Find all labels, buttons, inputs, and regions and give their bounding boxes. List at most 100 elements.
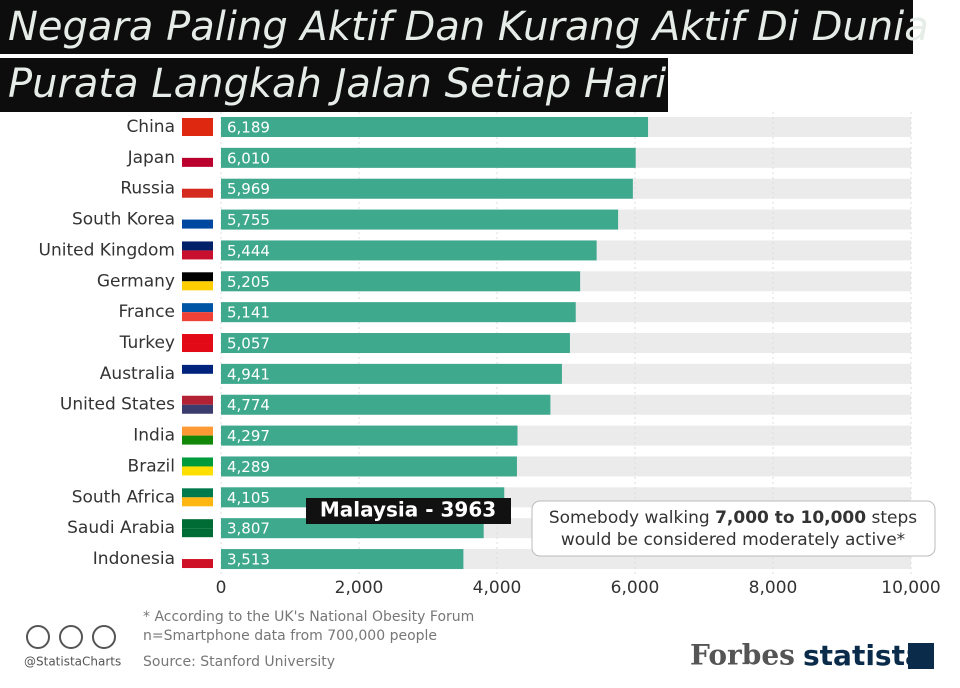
value-label: 3,807 (227, 520, 270, 538)
flag (182, 118, 213, 127)
value-label: 3,513 (227, 551, 270, 569)
value-label: 5,969 (227, 180, 270, 198)
value-label: 5,205 (227, 273, 270, 291)
flag (182, 343, 213, 353)
x-tick-label: 0 (216, 578, 227, 598)
value-label: 4,289 (227, 458, 270, 476)
chart-subtitle: Purata Langkah Jalan Setiap Hari (8, 61, 666, 107)
bar (221, 147, 636, 168)
flag (182, 219, 213, 229)
bar (221, 333, 570, 354)
bar (221, 178, 633, 199)
x-tick-label: 2,000 (335, 578, 384, 598)
flag (182, 272, 213, 282)
flag (182, 157, 213, 167)
flag (182, 528, 213, 538)
value-label: 4,105 (227, 489, 270, 507)
flag (182, 373, 213, 383)
note: Somebody walking 7,000 to 10,000 steps (549, 508, 917, 528)
bar (221, 425, 518, 446)
flag (182, 241, 213, 251)
y-tick-label: Saudi Arabia (67, 518, 175, 538)
value-label: 6,010 (227, 149, 270, 167)
flag (182, 404, 213, 414)
note-text: Somebody walking (549, 508, 715, 528)
x-tick-label: 8,000 (749, 578, 798, 598)
bar (221, 363, 562, 384)
flag (182, 457, 213, 467)
flag (182, 188, 213, 198)
y-tick-label: China (126, 117, 175, 137)
chart-title: Negara Paling Aktif Dan Kurang Aktif Di … (8, 4, 929, 50)
flag (182, 426, 213, 436)
bar (221, 117, 649, 137)
annotation-box (306, 498, 511, 524)
y-tick-label: United States (60, 395, 175, 415)
flag (182, 334, 213, 344)
value-label: 5,444 (227, 242, 270, 260)
x-tick-label: 10,000 (881, 578, 940, 598)
license-icons (26, 625, 116, 649)
source: Source: Stanford University (143, 654, 335, 670)
note-text: steps (866, 508, 917, 528)
flag (182, 559, 213, 569)
note-bold: 7,000 to 10,000 (715, 508, 866, 528)
y-tick-label: South Africa (72, 487, 175, 507)
bar (221, 240, 597, 261)
note-box (531, 500, 936, 557)
flag (182, 303, 213, 313)
bar (221, 549, 464, 570)
flag (182, 127, 213, 136)
handle: @StatistaCharts (24, 655, 121, 669)
flag (182, 179, 213, 189)
bar (221, 302, 576, 323)
y-tick-label: Australia (100, 364, 175, 384)
bar (221, 271, 581, 292)
value-label: 4,297 (227, 427, 270, 445)
value-label: 5,057 (227, 335, 270, 353)
note-line2: would be considered moderately active* (561, 530, 905, 550)
y-tick-label: Japan (127, 148, 175, 168)
flag (182, 364, 213, 374)
y-tick-label: United Kingdom (39, 240, 175, 260)
brand-logo (908, 643, 934, 669)
flag (182, 550, 213, 560)
x-tick-label: 6,000 (611, 578, 660, 598)
value-label: 5,141 (227, 304, 270, 322)
flag (182, 466, 213, 476)
value-label: 5,755 (227, 211, 270, 229)
bar (221, 394, 551, 415)
footnote: * According to the UK's National Obesity… (143, 609, 474, 625)
flag (182, 395, 213, 405)
flag (182, 488, 213, 498)
y-tick-label: Indonesia (93, 549, 175, 569)
value-label: 4,941 (227, 365, 270, 383)
title-band (0, 0, 913, 54)
flag (182, 210, 213, 220)
footnote: n=Smartphone data from 700,000 people (143, 628, 437, 644)
flag (182, 312, 213, 322)
flag (182, 435, 213, 445)
flag (182, 148, 213, 158)
y-tick-label: Germany (97, 271, 175, 291)
flag (182, 281, 213, 291)
y-tick-label: Brazil (128, 456, 175, 476)
value-label: 6,189 (227, 119, 270, 137)
y-tick-label: Russia (120, 179, 175, 199)
x-tick-label: 4,000 (473, 578, 522, 598)
bar (221, 456, 517, 477)
bar (221, 209, 619, 230)
annotation: Malaysia - 3963 (320, 498, 496, 522)
flag (182, 250, 213, 260)
y-tick-label: India (133, 426, 175, 446)
brand-statista: statista (803, 639, 924, 672)
value-label: 4,774 (227, 396, 270, 414)
y-tick-label: Turkey (119, 333, 175, 353)
flag (182, 519, 213, 529)
flag (182, 497, 213, 507)
brand-forbes: Forbes (690, 639, 795, 672)
y-tick-label: South Korea (72, 210, 175, 230)
subtitle-band (0, 58, 668, 112)
